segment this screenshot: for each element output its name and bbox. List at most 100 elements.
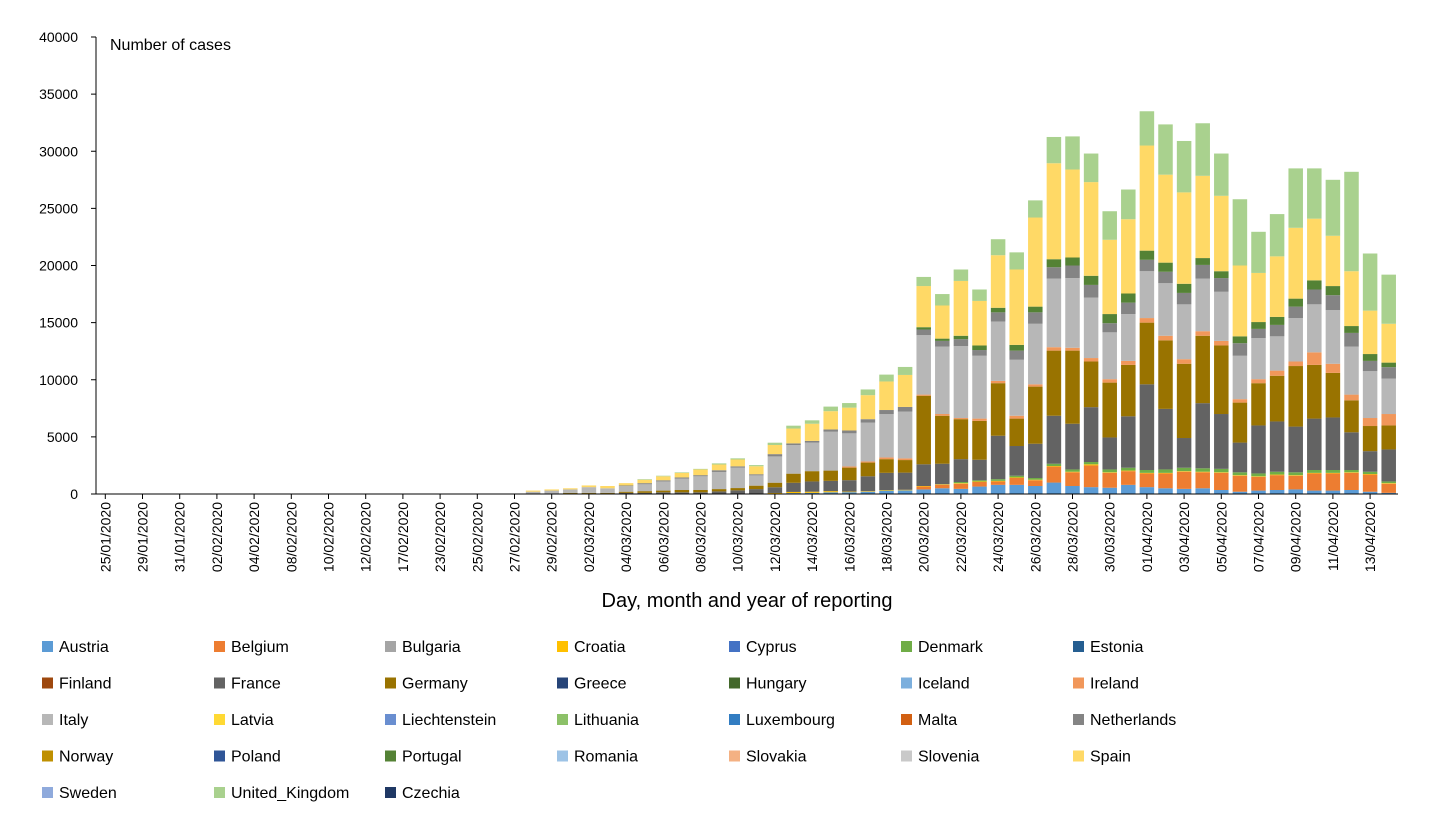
bar-segment [1362,451,1378,472]
bar-segment [879,414,894,458]
bar-segment [1307,490,1322,494]
bar-segment [1251,379,1266,384]
bar-segment [730,458,745,460]
bar-segment [1102,472,1117,488]
bar-segment [860,461,876,463]
bar-segment [860,491,876,494]
bar-segment [972,345,987,351]
bar-segment [1251,272,1266,323]
bar-segment [1158,469,1173,473]
bar-segment [1195,264,1210,279]
bar-segment [842,491,857,493]
bar-segment [879,472,894,490]
bar-segment [823,480,838,492]
bar-segment [1325,295,1341,311]
bar-segment [1065,257,1080,266]
bar-segment [1028,479,1043,481]
bar-segment [637,483,652,485]
bar-segment [749,485,764,490]
bar-segment [1009,344,1024,351]
bar-segment [1325,417,1341,471]
bar-segment [767,444,783,455]
bar-segment [1214,153,1229,196]
x-tick-label: 11/04/2020 [1325,502,1341,571]
bar-segment [1046,466,1062,483]
legend-swatch [385,677,396,689]
bar-segment [1232,265,1248,337]
bar-segment [1214,472,1229,490]
bar-segment [897,406,913,412]
bar-segment [1046,278,1062,348]
bar-segment [1102,437,1117,470]
bar-segment [1269,214,1285,257]
bar-segment [749,466,764,475]
legend-swatch [214,787,225,798]
bar-segment [1139,145,1155,251]
bar-segment [1176,359,1192,364]
x-tick-label: 26/03/2020 [1027,502,1043,572]
bar-segment [1362,253,1378,311]
bar-segment [897,489,913,491]
y-tick-label: 10000 [39,372,78,388]
bar-segment [1139,322,1155,385]
bar-segment [1176,467,1192,472]
bar-segment [1139,470,1155,473]
bar-segment [618,491,634,493]
bar-segment [1251,425,1266,474]
x-tick-label: 25/02/2020 [469,502,485,572]
bar-segment [879,374,894,382]
bar-segment [1083,182,1099,276]
bar-segment [935,340,950,347]
bar-segment [1325,372,1341,418]
bar-segment [656,481,671,491]
bar-segment [953,459,969,482]
bar-segment [767,442,783,445]
bar-segment [1195,471,1210,473]
bar-segment [1344,432,1359,471]
y-axis-label: Number of cases [110,37,231,54]
bar-segment [990,255,1006,308]
bar-segment [1083,361,1099,408]
bar-segment [1362,474,1378,492]
bar-segment [1121,364,1136,417]
legend-swatch [557,750,568,762]
bar-segment [1251,231,1266,273]
bar-segment [1009,478,1024,485]
x-tick-label: 03/04/2020 [1176,502,1192,572]
bar-segment [1065,347,1080,351]
bar-segment [525,491,541,494]
bar-segment [711,463,727,465]
bar-segment [1028,386,1043,444]
bar-segment [1046,463,1062,467]
bar-segment [1325,470,1341,473]
bar-segment [1009,350,1024,360]
legend-label: United_Kingdom [231,785,349,802]
bar-segment [990,312,1006,322]
bar-segment [897,366,913,375]
bar-segment [749,474,764,476]
bar-segment [1139,472,1155,474]
bar-segment [860,462,876,477]
bar-segment [1325,490,1341,494]
bar-segment [1381,483,1396,484]
bar-segment [879,457,894,460]
bar-segment [842,430,857,434]
bar-segment [1046,482,1062,494]
bar-segment [804,491,820,493]
bar-segment [990,239,1006,256]
bar-segment [1102,472,1117,473]
legend-swatch [729,750,740,762]
x-tick-label: 05/04/2020 [1213,502,1229,572]
bar-segment [563,488,578,490]
bar-segment [1121,471,1136,485]
y-tick-label: 0 [70,486,78,502]
bar-segment [1214,340,1229,346]
legend-label: Estonia [1090,639,1143,656]
bar-segment [860,422,876,462]
bar-segment [916,486,931,490]
bar-segment [1158,472,1173,474]
bar-segment [786,491,801,494]
bar-segment [767,456,783,483]
bar-segment [1046,267,1062,279]
bar-segment [1269,324,1285,337]
